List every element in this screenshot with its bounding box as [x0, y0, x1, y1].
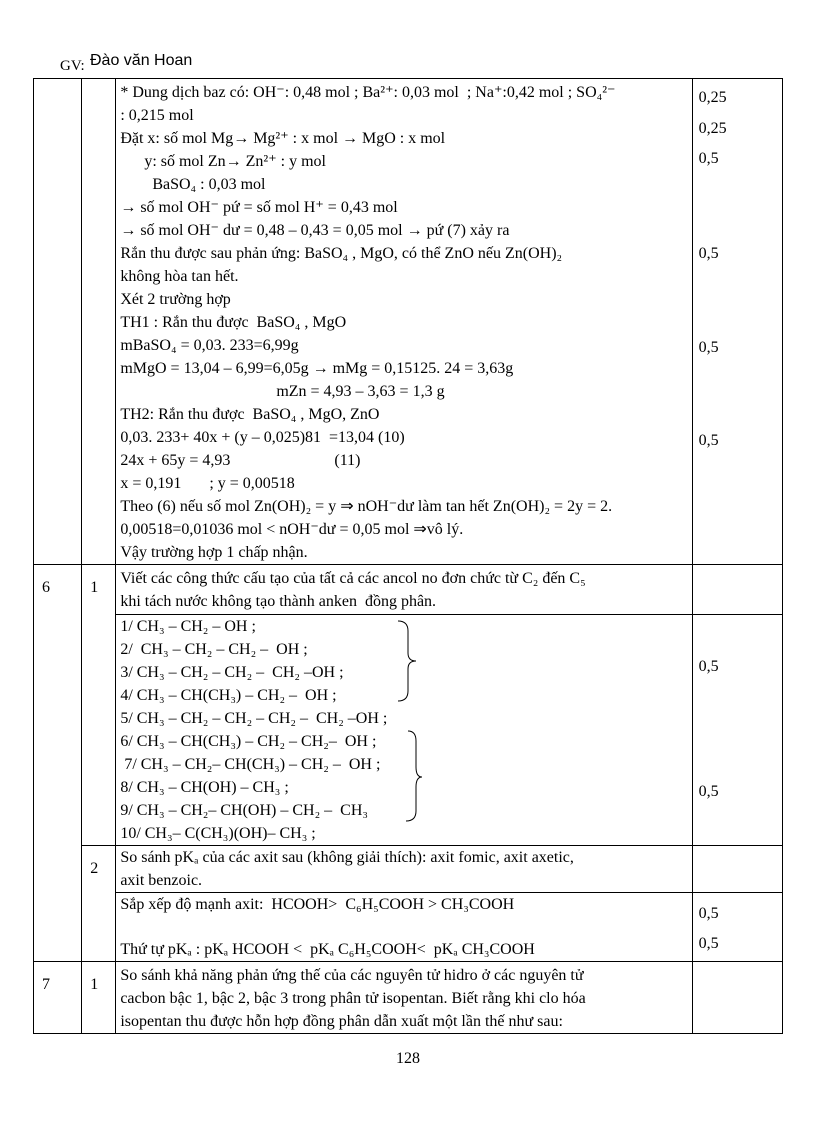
section-cell: 7: [32, 961, 83, 1034]
score: 0,5: [698, 150, 719, 167]
answer-table: * Dung dịch baz có: OH⁻: 0,48 mol ; Ba²⁺…: [32, 78, 784, 1034]
score: 0,5: [698, 935, 719, 952]
score-cell: 0,5 0,5: [691, 614, 784, 846]
content-cell: So sánh pKₐ của các axit sau (không giải…: [115, 845, 693, 893]
text-line: khi tách nước không tạo thành anken đồng…: [120, 593, 437, 610]
text-line: Xét 2 trường hợp: [120, 291, 231, 308]
text-line: 0,00518=0,01036 mol < nOH⁻dư = 0,05 mol …: [120, 521, 464, 538]
text-line: BaSO₄ : 0,03 mol: [120, 176, 266, 193]
text-line: mZn = 4,93 – 3,63 = 1,3 g: [120, 383, 445, 400]
brace-group: [398, 620, 423, 822]
text-line: isopentan thu được hỗn hợp đồng phân dẫn…: [120, 1013, 563, 1030]
section-cell: [32, 78, 83, 565]
score: 0,5: [698, 905, 719, 922]
text-line: x = 0,191 ; y = 0,00518: [120, 475, 295, 492]
text-line: So sánh pKₐ của các axit sau (không giải…: [120, 849, 574, 866]
text-line: cacbon bậc 1, bậc 2, bậc 3 trong phân tử…: [120, 990, 586, 1007]
text-line: TH2: Rắn thu được BaSO₄ , MgO, ZnO: [120, 406, 380, 423]
table-row: 6 1 Viết các công thức cấu tạo của tất cả …: [32, 564, 784, 962]
score-cell: [691, 564, 784, 615]
score-cell: [691, 961, 784, 1034]
text-line: 4/ CH₃ – CH(CH₃) – CH₂ – OH ;: [120, 687, 337, 704]
score: 0,25: [698, 89, 727, 106]
section-cell: 6: [32, 564, 83, 962]
section-number: 7: [42, 976, 50, 993]
score-cell: 0,5 0,5: [691, 892, 784, 962]
text-line: 1/ CH₃ – CH₂ – OH ;: [120, 618, 256, 635]
content-cell: Viết các công thức cấu tạo của tất cả cá…: [115, 564, 693, 615]
text-line: 7/ CH₃ – CH₂– CH(CH₃) – CH₂ – OH ;: [120, 756, 381, 773]
part-number: 1: [90, 976, 99, 993]
text-line: 2/ CH₃ – CH₂ – CH₂ – OH ;: [120, 641, 308, 658]
content-cell: Sắp xếp độ mạnh axit: HCOOH> C₆H₅COOH > …: [115, 892, 693, 962]
text-line: : 0,215 mol: [120, 107, 194, 124]
text-line: So sánh khả năng phản ứng thế của các ng…: [120, 967, 584, 984]
part-cell: 2: [81, 845, 117, 962]
teacher-name: Đào văn Hoan: [90, 52, 193, 69]
text-line: không hòa tan hết.: [120, 268, 239, 285]
table-row: * Dung dịch baz có: OH⁻: 0,48 mol ; Ba²⁺…: [32, 78, 784, 565]
content-cell: * Dung dịch baz có: OH⁻: 0,48 mol ; Ba²⁺…: [115, 78, 693, 565]
text-line: 8/ CH₃ – CH(OH) – CH₃ ;: [120, 779, 289, 796]
text-line: 0,03. 233+ 40x + (y – 0,025)81 =13,04 (1…: [120, 429, 405, 446]
score: 0,25: [698, 120, 727, 137]
text-line: mBaSO₄ = 0,03. 233=6,99g: [120, 337, 299, 354]
text-line: Theo (6) nếu số mol Zn(OH)₂ = y ⇒ nOH⁻dư…: [120, 498, 613, 515]
text-line: 3/ CH₃ – CH₂ – CH₂ – CH₂ –OH ;: [120, 664, 344, 681]
part-number: 1: [90, 579, 99, 596]
brace: [406, 730, 423, 822]
text-line: * Dung dịch baz có: OH⁻: 0,48 mol ; Ba²⁺…: [120, 84, 616, 101]
teacher-label: GV:: [60, 58, 85, 74]
score: 0,5: [698, 245, 719, 262]
section-number: 6: [42, 579, 50, 596]
text-line: Vậy trường hợp 1 chấp nhận.: [120, 544, 308, 561]
table-row: 1/ CH₃ – CH₂ – OH ; 2/ CH₃ – CH₂ – CH₂ – …: [34, 614, 784, 846]
text-line: Sắp xếp độ mạnh axit: HCOOH> C₆H₅COOH > …: [120, 896, 515, 913]
table-row: 2 So sánh pKₐ của các axit sau (không giả…: [34, 845, 784, 962]
content-cell: 1/ CH₃ – CH₂ – OH ; 2/ CH₃ – CH₂ – CH₂ – …: [115, 614, 693, 846]
score: 0,5: [698, 783, 719, 800]
table-row: 7 1 So sánh khả năng phản ứng thế của các …: [32, 961, 784, 1034]
text-line: Viết các công thức cấu tạo của tất cả cá…: [120, 570, 586, 587]
text-line: Rắn thu được sau phản ứng: BaSO₄ , MgO, …: [120, 245, 563, 262]
part-cell: 1: [81, 564, 117, 846]
text-line: 24x + 65y = 4,93 (11): [120, 452, 361, 469]
text-line: Thứ tự pKₐ : pKₐ HCOOH < pKₐ C₆H₅COOH< p…: [120, 941, 535, 958]
text-line: mMgO = 13,04 – 6,99=6,05g → mMg = 0,1512…: [120, 360, 514, 377]
score: 0,5: [698, 432, 719, 449]
score-cell: 0,25 0,25 0,5 0,5 0,5 0,5: [691, 78, 784, 565]
score: 0,5: [698, 339, 719, 356]
page-number: 128: [396, 1050, 420, 1067]
text-line: → số mol OH⁻ pứ = số mol H⁺ = 0,43 mol: [120, 199, 398, 216]
content-cell: So sánh khả năng phản ứng thế của các ng…: [115, 961, 693, 1034]
text-line: 9/ CH₃ – CH₂– CH(OH) – CH₂ – CH₃: [120, 802, 368, 819]
text-line: 6/ CH₃ – CH(CH₃) – CH₂ – CH₂– OH ;: [120, 733, 377, 750]
text-line: axit benzoic.: [120, 872, 203, 889]
text-line: → số mol OH⁻ dư = 0,48 – 0,43 = 0,05 mol…: [120, 222, 510, 239]
part-cell: [81, 78, 117, 565]
table-row: Sắp xếp độ mạnh axit: HCOOH> C₆H₅COOH > …: [34, 892, 784, 962]
text-line: 10/ CH₃– C(CH₃)(OH)– CH₃ ;: [120, 825, 316, 842]
text-line: TH1 : Rắn thu được BaSO₄ , MgO: [120, 314, 347, 331]
text-line: y: số mol Zn→ Zn²⁺ : y mol: [120, 153, 326, 170]
score: 0,5: [698, 658, 719, 675]
text-line: Đặt x: số mol Mg→ Mg²⁺ : x mol → MgO : x…: [120, 130, 446, 147]
score-cell: [691, 845, 784, 893]
text-line: 5/ CH₃ – CH₂ – CH₂ – CH₂ – CH₂ –OH ;: [120, 710, 388, 727]
brace: [398, 620, 417, 702]
part-number: 2: [90, 860, 99, 877]
part-cell: 1: [81, 961, 117, 1034]
